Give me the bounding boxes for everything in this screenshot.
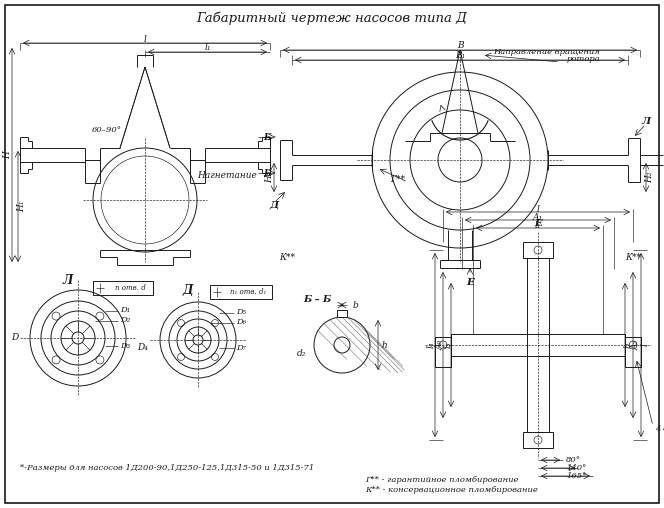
Text: 60–90°: 60–90° bbox=[92, 126, 122, 134]
Text: B: B bbox=[457, 42, 463, 50]
Text: h: h bbox=[382, 340, 388, 350]
Text: l₁: l₁ bbox=[535, 220, 541, 230]
Text: 140°: 140° bbox=[566, 464, 586, 472]
Text: l₃: l₃ bbox=[444, 342, 452, 348]
Text: D₆: D₆ bbox=[236, 318, 246, 326]
Text: Л: Л bbox=[63, 274, 73, 288]
Text: Д: Д bbox=[183, 283, 193, 297]
Text: К** - консервационное пломбирование: К** - консервационное пломбирование bbox=[365, 486, 538, 494]
Text: l₁: l₁ bbox=[205, 44, 210, 52]
Text: A₀: A₀ bbox=[436, 340, 444, 350]
Text: n отв. d: n отв. d bbox=[115, 284, 145, 292]
Text: 80°: 80° bbox=[566, 456, 581, 464]
Text: l: l bbox=[537, 205, 539, 213]
Text: n₁ отв. d₁: n₁ отв. d₁ bbox=[230, 288, 266, 296]
Text: *-Размеры для насосов 1Д200-90,1Д250-125,1Д315-50 и 1Д315-71: *-Размеры для насосов 1Д200-90,1Д250-125… bbox=[20, 464, 314, 472]
Text: D₃: D₃ bbox=[120, 342, 130, 350]
Text: Б: Б bbox=[263, 133, 271, 142]
Text: D₂: D₂ bbox=[120, 316, 130, 324]
Text: Г**: Г** bbox=[390, 175, 406, 184]
Bar bbox=[93, 281, 153, 295]
Text: Б – Б: Б – Б bbox=[303, 295, 331, 303]
Text: H₂: H₂ bbox=[645, 172, 655, 183]
Text: H₁: H₁ bbox=[17, 201, 27, 212]
Text: l₂: l₂ bbox=[623, 342, 633, 348]
Text: H: H bbox=[3, 151, 13, 159]
Text: 4 отв. d₂: 4 отв. d₂ bbox=[655, 425, 664, 433]
Bar bbox=[523, 242, 553, 258]
Text: D₁: D₁ bbox=[120, 306, 130, 314]
Bar bbox=[451, 334, 625, 356]
Text: Всасывание: Всасывание bbox=[663, 141, 664, 149]
Text: Габаритный чертеж насосов типа Д: Габаритный чертеж насосов типа Д bbox=[197, 11, 467, 25]
Bar bbox=[210, 285, 272, 299]
Text: К**: К** bbox=[279, 253, 295, 263]
Text: A₁: A₁ bbox=[533, 212, 543, 221]
Text: Д: Д bbox=[270, 201, 279, 209]
Text: d₂: d₂ bbox=[297, 348, 306, 358]
Bar bbox=[527, 258, 549, 432]
Text: Г** - гарантийное пломбирование: Г** - гарантийное пломбирование bbox=[365, 476, 519, 484]
Text: Нагнетание: Нагнетание bbox=[197, 171, 257, 179]
Text: B₁: B₁ bbox=[455, 51, 465, 60]
Bar bbox=[435, 337, 451, 367]
Text: Л: Л bbox=[641, 117, 651, 126]
Text: К**: К** bbox=[625, 253, 641, 263]
Text: D: D bbox=[11, 333, 18, 342]
Text: D₄: D₄ bbox=[137, 343, 148, 353]
Text: E: E bbox=[534, 219, 542, 229]
Text: Б: Б bbox=[263, 169, 271, 177]
Text: E: E bbox=[466, 278, 474, 287]
Text: Направление вращения: Направление вращения bbox=[493, 48, 600, 56]
Text: l₄: l₄ bbox=[426, 342, 436, 348]
Bar bbox=[337, 310, 347, 317]
Text: l: l bbox=[143, 35, 147, 44]
Text: D₇: D₇ bbox=[236, 344, 246, 352]
Text: 165°: 165° bbox=[566, 472, 586, 480]
Text: H₂: H₂ bbox=[266, 172, 274, 183]
Text: l: l bbox=[641, 343, 649, 346]
Text: D₅: D₅ bbox=[236, 308, 246, 316]
Text: A₂: A₂ bbox=[631, 340, 641, 350]
Bar bbox=[523, 432, 553, 448]
Text: b: b bbox=[353, 301, 359, 309]
Bar bbox=[625, 337, 641, 367]
Text: ротора: ротора bbox=[566, 55, 600, 63]
